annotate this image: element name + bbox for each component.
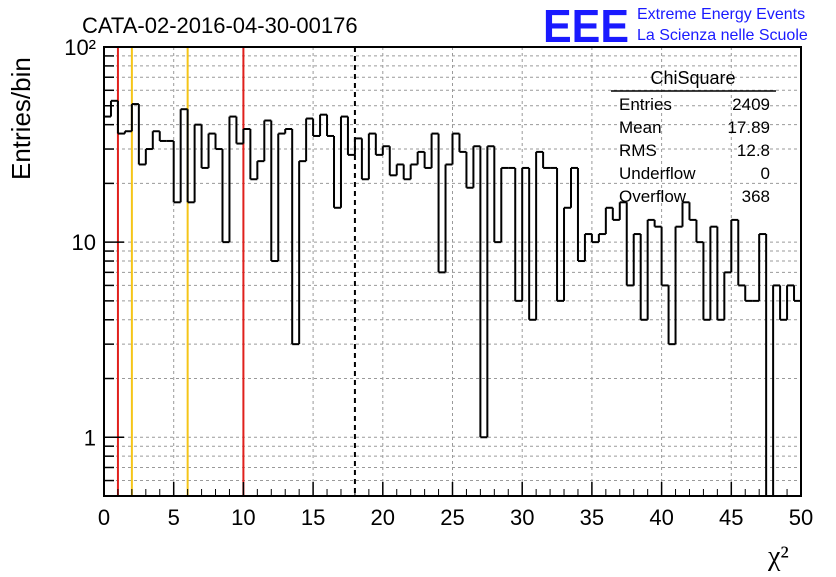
x-tick-label: 15 — [301, 505, 325, 530]
stats-value: 12.8 — [737, 141, 770, 160]
logo-line-2: La Scienza nelle Scuole — [637, 27, 808, 44]
stats-row: RMS 12.8 — [619, 141, 770, 160]
stats-box: ChiSquare Entries 2409 Mean 17.89 RMS 12.8 Und… — [611, 68, 776, 206]
stats-label: RMS — [619, 141, 657, 160]
stats-label: Mean — [619, 118, 662, 137]
axis-ticks: 0 5 10 15 20 25 30 35 40 45 50 1 10 10² — [64, 35, 813, 530]
histogram-bars — [104, 99, 802, 497]
y-tick-label: 10² — [64, 35, 96, 60]
logo-line-1: Extreme Energy Events — [637, 6, 805, 23]
stats-label: Entries — [619, 95, 672, 114]
y-axis-label: Entries/bin — [6, 57, 36, 180]
x-tick-label: 30 — [510, 505, 534, 530]
x-tick-label: 0 — [98, 505, 110, 530]
stats-row: Mean 17.89 — [619, 118, 770, 137]
stats-value: 0 — [761, 164, 770, 183]
x-tick-label: 20 — [371, 505, 395, 530]
x-tick-label: 40 — [649, 505, 673, 530]
x-tick-label: 50 — [789, 505, 813, 530]
x-tick-label: 45 — [719, 505, 743, 530]
eee-logo-mark: EEE — [543, 0, 629, 52]
y-tick-label: 1 — [84, 425, 96, 450]
stats-value: 368 — [742, 187, 770, 206]
stats-title: ChiSquare — [650, 68, 735, 88]
vertical-markers — [116, 47, 356, 496]
x-tick-label: 5 — [168, 505, 180, 530]
eee-logo: EEE Extreme Energy Events La Scienza nel… — [543, 0, 808, 52]
y-tick-label: 10 — [72, 230, 96, 255]
stats-value: 17.89 — [727, 118, 770, 137]
stats-row: Underflow 0 — [619, 164, 770, 183]
stats-value: 2409 — [732, 95, 770, 114]
stats-label: Underflow — [619, 164, 696, 183]
stats-label: Overflow — [619, 187, 687, 206]
x-tick-label: 25 — [440, 505, 464, 530]
x-tick-label: 10 — [231, 505, 255, 530]
stats-row: Entries 2409 — [619, 95, 770, 114]
stats-row: Overflow 368 — [619, 187, 770, 206]
x-axis-label: χ² — [767, 541, 789, 572]
grid — [104, 47, 801, 496]
chart-title: CATA-02-2016-04-30-00176 — [82, 13, 358, 38]
x-tick-label: 35 — [580, 505, 604, 530]
